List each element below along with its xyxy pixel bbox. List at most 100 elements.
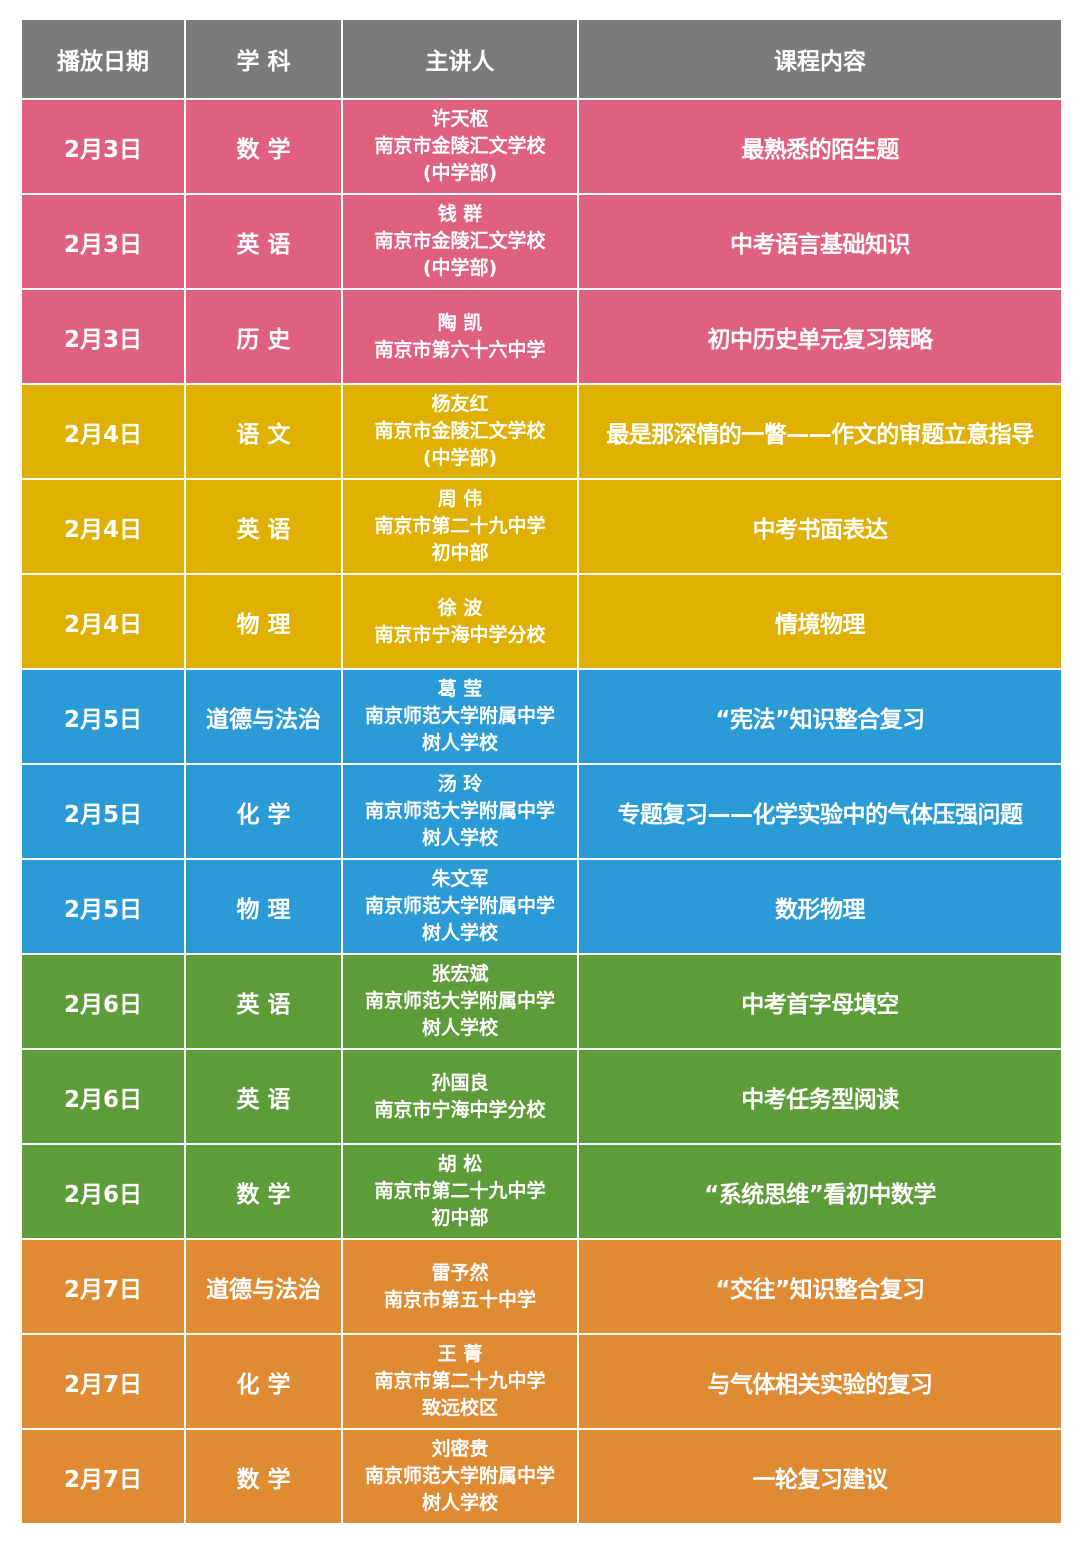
teacher-name: 许天枢 [431,108,489,130]
teacher-name: 朱文军 [431,868,489,890]
date-cell: 2月4日 [22,385,184,478]
teacher-school: 南京市宁海中学分校 [374,623,546,646]
teacher-cell: 刘密贵南京师范大学附属中学 树人学校 [343,1430,577,1523]
teacher-school: 南京师范大学附属中学 [364,1465,555,1487]
teacher-cell: 徐 波南京市宁海中学分校 [343,575,577,668]
subject-cell: 物 理 [186,575,341,668]
content-cell: 初中历史单元复习策略 [579,290,1061,383]
content-cell: “宪法”知识整合复习 [579,670,1061,763]
subject-cell: 历 史 [186,290,341,383]
content-cell: “系统思维”看初中数学 [579,1145,1061,1238]
table-row: 2月4日语 文 杨友红 南京市金陵汇文学校 (中学部) 最是那深情的一瞥——作文的审题立… [22,385,1061,478]
subject-cell: 英 语 [186,195,341,288]
teacher-school: 南京师范大学附属中学 [364,990,555,1012]
table-row: 2月3日英 语 钱 群南京市金陵汇文学校 (中学部) 中考语言基础知识 [22,195,1061,288]
table-row: 2月5日 道德与法治 葛 莹南京师范大学附属中学 树人学校 “宪法”知识整合复习 [22,670,1061,763]
teacher-cell: 钱 群南京市金陵汇文学校 (中学部) [343,195,577,288]
content-cell: 中考语言基础知识 [579,195,1061,288]
table-row: 2月4日物 理徐 波南京市宁海中学分校 情境物理 [22,575,1061,668]
content-cell: 中考任务型阅读 [579,1050,1061,1143]
content-cell: 专题复习——化学实验中的气体压强问题 [579,765,1061,858]
content-cell: 最是那深情的一瞥——作文的审题立意指导 [579,385,1061,478]
date-cell: 2月5日 [22,765,184,858]
teacher-school: 南京市第六十六中学 [374,338,546,361]
date-cell: 2月6日 [22,1145,184,1238]
table-row: 2月6日英 语张宏斌 南京师范大学附属中学 树人学校 中考首字母填空 [22,955,1061,1048]
subject-cell: 化 学 [186,1335,341,1428]
teacher-school: 树人学校 [421,732,498,754]
teacher-cell: 杨友红 南京市金陵汇文学校 (中学部) [343,385,577,478]
teacher-name: 周 伟 [437,488,483,510]
table-row: 2月6日数 学胡 松南京市第二十九中学 初中部 “系统思维”看初中数学 [22,1145,1061,1238]
teacher-name: 刘密贵 [431,1438,489,1460]
teacher-cell: 王 菁南京市第二十九中学 致远校区 [343,1335,577,1428]
content-cell: 中考首字母填空 [579,955,1061,1048]
teacher-name: 钱 群 [437,203,483,225]
teacher-school: (中学部) [422,447,498,469]
table-row: 2月5日物 理朱文军 南京师范大学附属中学 树人学校 数形物理 [22,860,1061,953]
date-cell: 2月7日 [22,1240,184,1333]
subject-cell: 语 文 [186,385,341,478]
date-cell: 2月4日 [22,575,184,668]
table-row: 2月7日化 学王 菁南京市第二十九中学 致远校区 与气体相关实验的复习 [22,1335,1061,1428]
subject-cell: 英 语 [186,480,341,573]
teacher-school: 南京市金陵汇文学校 [374,420,546,442]
teacher-cell: 陶 凯南京市第六十六中学 [343,290,577,383]
date-cell: 2月6日 [22,1050,184,1143]
teacher-cell: 雷予然 南京市第五十中学 [343,1240,577,1333]
date-cell: 2月3日 [22,195,184,288]
table-row: 2月6日英 语孙国良 南京市宁海中学分校 中考任务型阅读 [22,1050,1061,1143]
content-cell: 一轮复习建议 [579,1430,1061,1523]
teacher-name: 胡 松 [437,1153,483,1175]
subject-cell: 道德与法治 [186,670,341,763]
date-cell: 2月3日 [22,290,184,383]
header-date: 播放日期 [22,20,184,98]
teacher-cell: 许天枢南京市金陵汇文学校 (中学部) [343,100,577,193]
teacher-school: 树人学校 [421,922,498,944]
schedule-table: 播放日期 学 科 主讲人 课程内容 2月3日数 学许天枢 南京市金陵汇文学校 (中学… [20,18,1063,1525]
subject-cell: 物 理 [186,860,341,953]
table-row: 2月7日数 学刘密贵 南京师范大学附属中学 树人学校 一轮复习建议 [22,1430,1061,1523]
teacher-name: 雷予然 [431,1261,489,1284]
subject-cell: 道德与法治 [186,1240,341,1333]
subject-cell: 英 语 [186,955,341,1048]
teacher-school: 南京师范大学附属中学 [364,705,555,727]
teacher-school: 南京市第二十九中学 [374,1370,546,1392]
content-cell: 最熟悉的陌生题 [579,100,1061,193]
date-cell: 2月7日 [22,1335,184,1428]
subject-cell: 数 学 [186,100,341,193]
teacher-name: 张宏斌 [431,963,489,985]
teacher-cell: 张宏斌 南京师范大学附属中学 树人学校 [343,955,577,1048]
subject-cell: 化 学 [186,765,341,858]
content-cell: 数形物理 [579,860,1061,953]
teacher-name: 徐 波 [437,596,483,619]
teacher-school: 南京市金陵汇文学校 [374,135,546,157]
teacher-school: (中学部) [422,162,498,184]
header-subject: 学 科 [186,20,341,98]
teacher-school: 初中部 [431,1207,489,1229]
teacher-school: 南京师范大学附属中学 [364,895,555,917]
table-row: 2月4日英 语周 伟南京市第二十九中学 初中部 中考书面表达 [22,480,1061,573]
content-cell: “交往”知识整合复习 [579,1240,1061,1333]
teacher-school: 南京市第二十九中学 [374,515,546,537]
teacher-school: 树人学校 [421,1492,498,1514]
table-body: 2月3日数 学许天枢 南京市金陵汇文学校 (中学部) 最熟悉的陌生题 2月3日英 语钱 … [22,100,1061,1523]
teacher-cell: 朱文军南京师范大学附属中学 树人学校 [343,860,577,953]
teacher-cell: 周 伟南京市第二十九中学 初中部 [343,480,577,573]
date-cell: 2月6日 [22,955,184,1048]
teacher-school: 树人学校 [421,827,498,849]
teacher-school: 南京市金陵汇文学校 [374,230,546,252]
teacher-name: 汤 玲 [437,773,483,795]
date-cell: 2月5日 [22,860,184,953]
table-row: 2月3日数 学 许天枢南京市金陵汇文学校 (中学部) 最熟悉的陌生题 [22,100,1061,193]
table-row: 2月3日历 史陶 凯南京市第六十六中学 初中历史单元复习策略 [22,290,1061,383]
teacher-name: 葛 莹 [437,678,483,700]
teacher-cell: 胡 松南京市第二十九中学 初中部 [343,1145,577,1238]
date-cell: 2月7日 [22,1430,184,1523]
subject-cell: 英 语 [186,1050,341,1143]
teacher-name: 陶 凯 [437,311,483,334]
table-row: 2月7日 道德与法治 雷予然 南京市第五十中学 “交往”知识整合复习 [22,1240,1061,1333]
date-cell: 2月3日 [22,100,184,193]
content-cell: 中考书面表达 [579,480,1061,573]
date-cell: 2月5日 [22,670,184,763]
